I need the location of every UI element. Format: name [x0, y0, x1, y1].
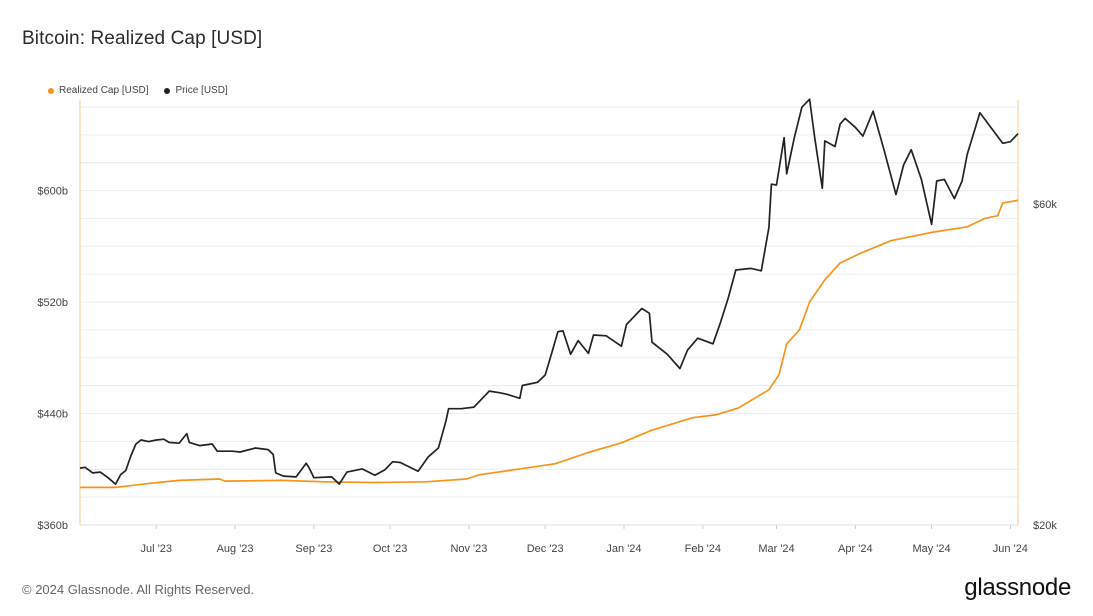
legend-dot-price: [164, 87, 171, 94]
x-tick-label: Oct '23: [373, 543, 408, 555]
x-tick-label: Mar '24: [758, 543, 794, 555]
legend-label-price: Price [USD]: [175, 85, 228, 96]
price-line: [79, 98, 1019, 485]
x-tick-label: Feb '24: [685, 543, 721, 555]
x-tick-label: Nov '23: [450, 543, 487, 555]
x-tick-label: Jan '24: [606, 543, 641, 555]
x-tick-label: May '24: [912, 543, 950, 555]
chart-legend: Realized Cap [USD] Price [USD]: [48, 85, 228, 96]
x-tick-label: Apr '24: [838, 543, 873, 555]
y-left-tick-label: $600b: [37, 186, 68, 198]
y-right-tick-label: $20k: [1033, 520, 1057, 532]
x-tick-label: Sep '23: [295, 543, 332, 555]
y-left-tick-label: $520b: [37, 297, 68, 309]
legend-dot-realized-cap: [48, 87, 54, 94]
legend-item-price[interactable]: Price [USD]: [164, 85, 228, 96]
brand-logo[interactable]: glassnode: [964, 574, 1071, 601]
x-tick-label: Aug '23: [217, 543, 254, 555]
chart-title: Bitcoin: Realized Cap [USD]: [22, 28, 263, 49]
x-tick-label: Jun '24: [993, 543, 1028, 555]
y-right-tick-label: $60k: [1033, 199, 1057, 211]
y-left-tick-label: $440b: [37, 409, 68, 421]
y-left-tick-label: $360b: [37, 520, 68, 532]
legend-item-realized-cap[interactable]: Realized Cap [USD]: [48, 85, 148, 96]
x-tick-label: Dec '23: [527, 543, 564, 555]
x-tick-label: Jul '23: [141, 543, 172, 555]
footer-copyright: © 2024 Glassnode. All Rights Reserved.: [22, 582, 255, 597]
realized-cap-line: [80, 199, 1019, 489]
legend-label-realized-cap: Realized Cap [USD]: [59, 85, 149, 96]
